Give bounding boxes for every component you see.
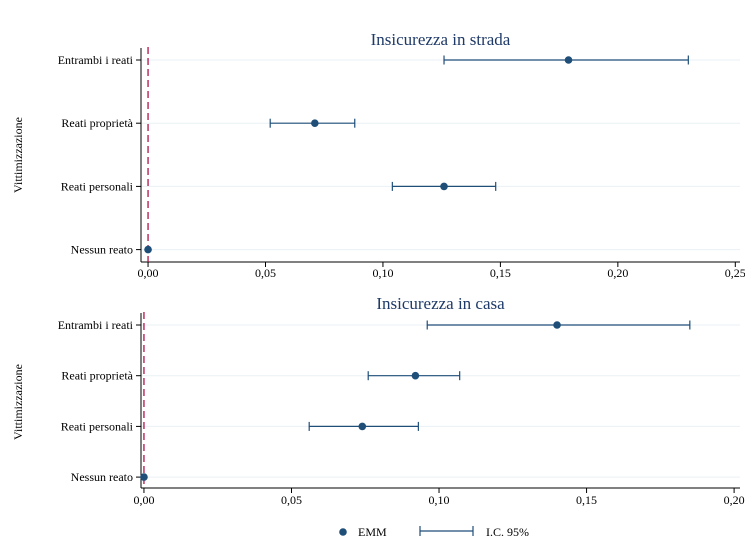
panel-insicurezza-in-casa: Insicurezza in casa Entrambi i reati Reati…	[11, 294, 745, 507]
y-tick-label: Reati personali	[61, 179, 134, 193]
x-tick-label: 0,20	[607, 266, 628, 280]
legend-emm-marker	[339, 528, 347, 536]
x-tick-label: 0,10	[429, 493, 450, 507]
x-tick-label: 0,15	[576, 493, 597, 507]
x-tick-label: 0,25	[725, 266, 745, 280]
x-tick-label: 0,05	[255, 266, 276, 280]
emm-point	[564, 56, 573, 64]
emm-point	[140, 473, 148, 481]
y-tick-label: Entrambi i reati	[58, 53, 134, 67]
emm-point	[144, 245, 152, 254]
x-tick-label: 0,00	[133, 493, 154, 507]
y-tick-label: Reati proprietà	[61, 116, 133, 130]
y-tick-label: Nessun reato	[71, 243, 133, 257]
legend-emm-label: EMM	[358, 525, 387, 539]
x-tick-label: 0,20	[724, 493, 745, 507]
emm-point	[553, 321, 561, 329]
y-axis-title: Vittimizzazione	[11, 117, 25, 193]
x-tick-label: 0,15	[490, 266, 511, 280]
x-tick-label: 0,05	[281, 493, 302, 507]
panel-insicurezza-in-strada: Insicurezza in strada Entrambi i reati Rea…	[11, 30, 745, 280]
legend: EMM I.C. 95%	[339, 525, 529, 539]
x-tick-label: 0,00	[138, 266, 159, 280]
y-tick-label: Reati proprietà	[61, 369, 133, 383]
emm-point	[440, 182, 448, 191]
emm-point	[311, 119, 319, 127]
y-axis-title: Vittimizzazione	[11, 364, 25, 440]
emm-point	[358, 422, 367, 431]
y-tick-label: Reati personali	[61, 419, 134, 433]
panel-title: Insicurezza in strada	[371, 30, 511, 49]
panel-title: Insicurezza in casa	[376, 294, 505, 313]
legend-ci-label: I.C. 95%	[486, 525, 529, 539]
y-tick-label: Entrambi i reati	[58, 318, 134, 332]
x-tick-label: 0,10	[372, 266, 393, 280]
emm-point	[411, 371, 420, 380]
y-tick-label: Nessun reato	[71, 470, 133, 484]
